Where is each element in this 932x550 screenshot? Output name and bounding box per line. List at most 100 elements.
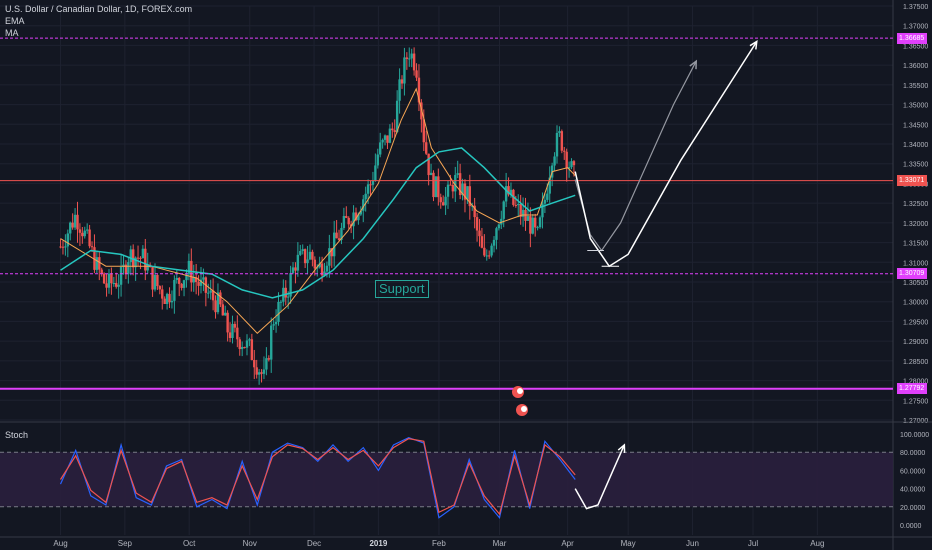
candle-body <box>369 184 372 186</box>
candle-body <box>100 269 103 274</box>
stoch-y-tick-label: 100.0000 <box>900 432 929 439</box>
candle-body <box>199 279 203 286</box>
y-tick-label: 1.29000 <box>903 339 928 346</box>
candle-body <box>224 312 227 316</box>
stoch-y-tick-label: 20.0000 <box>900 505 925 512</box>
candle-body <box>429 172 433 176</box>
projection-grey-arrowhead <box>689 59 698 70</box>
candle-body <box>454 174 457 192</box>
candle-body <box>347 217 350 225</box>
candle-body <box>301 249 304 251</box>
candle-body <box>61 246 65 248</box>
candle-body <box>168 293 171 303</box>
candle-body <box>391 128 394 131</box>
candle-body <box>393 130 396 133</box>
candle-body <box>182 280 186 288</box>
candle-body <box>320 263 324 276</box>
candle-body <box>553 156 556 166</box>
candle-body <box>548 177 551 194</box>
candle-body <box>115 283 118 287</box>
stoch-d-line <box>59 437 576 516</box>
candle-body <box>563 150 566 152</box>
candle-body <box>342 216 346 228</box>
candle-body <box>466 186 469 200</box>
candle-body <box>265 358 268 370</box>
candle-body <box>446 184 450 197</box>
stoch-y-tick-label: 60.0000 <box>900 468 925 475</box>
ema-legend: EMA <box>5 16 25 26</box>
candle-body <box>415 70 418 78</box>
y-tick-label: 1.34000 <box>903 142 928 149</box>
x-tick-label: Sep <box>118 539 133 548</box>
candle-body <box>538 217 542 228</box>
x-tick-label: Mar <box>493 539 507 548</box>
candle-body <box>127 262 130 275</box>
stoch-y-tick-label: 0.0000 <box>900 523 922 530</box>
candle-body <box>78 229 82 233</box>
ma-legend: MA <box>5 28 19 38</box>
candle-body <box>441 202 445 206</box>
price-level-tag: 1.33071 <box>897 175 927 187</box>
stoch-projection-arrowhead <box>617 443 626 453</box>
candle-body <box>144 248 147 271</box>
x-tick-label: Jun <box>686 539 699 548</box>
candle-body <box>357 214 360 221</box>
candle-body <box>202 277 205 280</box>
x-tick-label: Nov <box>243 539 257 548</box>
y-tick-label: 1.30500 <box>903 280 928 287</box>
candle-body <box>296 254 300 271</box>
candle-body <box>250 339 254 360</box>
candle-body <box>517 204 520 206</box>
candle-body <box>526 216 530 221</box>
candle-body <box>417 77 421 103</box>
candle-body <box>514 204 518 206</box>
candle-body <box>173 279 176 301</box>
candle-body <box>405 57 409 59</box>
x-tick-label: Aug <box>53 539 67 548</box>
candle-body <box>294 267 297 271</box>
symbol-title: U.S. Dollar / Canadian Dollar, 1D, FOREX… <box>5 4 193 14</box>
candle-body <box>487 255 491 257</box>
candle-body <box>570 161 573 168</box>
candle-body <box>134 257 137 268</box>
candle-body <box>492 239 496 246</box>
y-tick-label: 1.36000 <box>903 63 928 70</box>
candle-body <box>107 273 111 288</box>
candle-body <box>161 289 164 299</box>
candle-body <box>412 53 416 71</box>
candle-body <box>425 142 428 154</box>
x-tick-label: Feb <box>432 539 446 548</box>
candle-body <box>66 233 70 247</box>
candle-body <box>233 323 237 328</box>
candle-body <box>546 193 549 200</box>
candle-body <box>124 264 128 275</box>
candle-body <box>478 230 481 237</box>
candle-body <box>555 132 559 157</box>
candle-body <box>311 251 314 260</box>
candle-body <box>458 173 462 196</box>
candle-body <box>395 100 399 133</box>
candle-body <box>165 293 169 305</box>
candle-body <box>238 339 241 350</box>
candle-body <box>221 304 224 316</box>
candle-body <box>323 271 326 276</box>
x-tick-label: Jul <box>748 539 758 548</box>
candle-body <box>98 257 101 270</box>
candle-body <box>226 312 229 333</box>
candle-body <box>439 197 442 203</box>
y-tick-label: 1.29500 <box>903 319 928 326</box>
price-level-tag: 1.27792 <box>897 383 927 395</box>
candle-body <box>216 292 220 313</box>
price-level-tag: 1.30709 <box>897 268 927 280</box>
candle-body <box>85 229 89 231</box>
x-tick-label: 2019 <box>369 539 387 548</box>
candle-body <box>529 216 532 234</box>
candle-body <box>509 189 513 195</box>
candle-body <box>408 58 411 60</box>
candle-body <box>437 176 440 198</box>
candle-body <box>306 259 309 264</box>
candle-body <box>318 263 321 268</box>
projection-white-arrowhead <box>749 40 758 50</box>
candle-body <box>192 277 195 283</box>
